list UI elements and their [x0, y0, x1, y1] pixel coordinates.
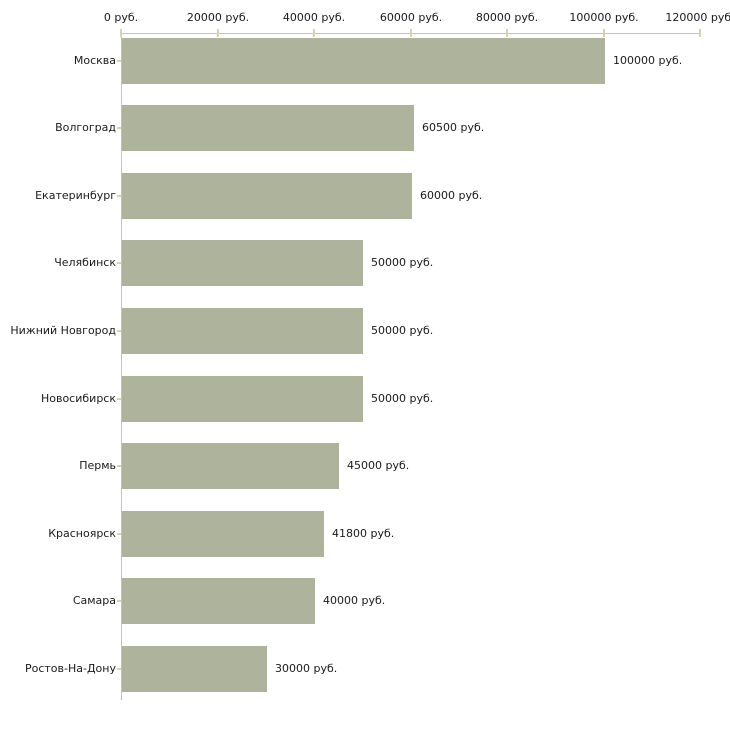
value-label: 60500 руб. — [422, 121, 485, 134]
value-label: 45000 руб. — [347, 459, 410, 472]
y-axis-tick-mark — [117, 465, 121, 467]
bar — [122, 240, 363, 286]
category-label: Нижний Новгород — [10, 324, 116, 337]
category-label: Красноярск — [48, 527, 116, 540]
category-label: Новосибирск — [40, 392, 116, 405]
category-label: Самара — [72, 594, 116, 607]
value-label: 40000 руб. — [323, 594, 386, 607]
value-label: 50000 руб. — [371, 256, 434, 269]
value-label: 50000 руб. — [371, 324, 434, 337]
value-label: 50000 руб. — [371, 392, 434, 405]
bar — [122, 646, 267, 692]
value-label: 100000 руб. — [613, 54, 683, 67]
value-label: 41800 руб. — [332, 527, 395, 540]
x-axis-tick-mark — [603, 29, 605, 37]
x-axis-tick-mark — [217, 29, 219, 37]
category-label: Екатеринбург — [35, 189, 116, 202]
bar — [122, 511, 324, 557]
y-axis-tick-mark — [117, 127, 121, 129]
bar — [122, 173, 412, 219]
bar — [122, 443, 339, 489]
bar — [122, 308, 363, 354]
x-axis-tick-mark — [120, 29, 122, 37]
x-axis-tick-label: 60000 руб. — [379, 11, 443, 24]
x-axis-tick-label: 80000 руб. — [475, 11, 539, 24]
x-axis-tick-label: 0 руб. — [103, 11, 139, 24]
x-axis-tick-mark — [313, 29, 315, 37]
y-axis-tick-mark — [117, 195, 121, 197]
y-axis-tick-mark — [117, 330, 121, 332]
y-axis-tick-mark — [117, 600, 121, 602]
category-label: Волгоград — [55, 121, 116, 134]
x-axis-tick-mark — [699, 29, 701, 37]
y-axis-tick-mark — [117, 60, 121, 62]
x-axis-tick-label: 100000 руб. — [569, 11, 639, 24]
x-axis-tick-label: 40000 руб. — [282, 11, 346, 24]
bar — [122, 578, 315, 624]
bar — [122, 38, 605, 84]
y-axis-line — [121, 33, 122, 700]
bar — [122, 376, 363, 422]
y-axis-tick-mark — [117, 668, 121, 670]
bar — [122, 105, 414, 151]
x-axis-tick-mark — [410, 29, 412, 37]
x-axis-tick-label: 120000 руб. — [665, 11, 730, 24]
y-axis-tick-mark — [117, 262, 121, 264]
value-label: 60000 руб. — [420, 189, 483, 202]
x-axis-tick-label: 20000 руб. — [186, 11, 250, 24]
y-axis-tick-mark — [117, 533, 121, 535]
category-label: Ростов-На-Дону — [24, 662, 116, 675]
y-axis-tick-mark — [117, 398, 121, 400]
value-label: 30000 руб. — [275, 662, 338, 675]
x-axis-tick-mark — [506, 29, 508, 37]
category-label: Москва — [73, 54, 116, 67]
category-label: Пермь — [79, 459, 116, 472]
category-label: Челябинск — [54, 256, 116, 269]
